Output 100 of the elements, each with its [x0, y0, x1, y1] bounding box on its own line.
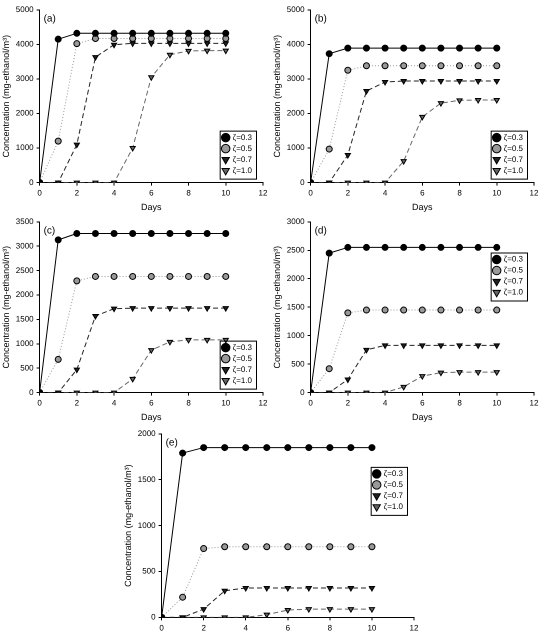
legend-label: ζ=1.0 [232, 376, 253, 385]
x-tick-label: 4 [382, 188, 388, 198]
point [204, 41, 210, 47]
y-tick-label: 1000 [16, 339, 34, 348]
annotation: (b) [314, 14, 327, 25]
y-tick-label: 0 [29, 178, 34, 187]
point [185, 48, 192, 54]
x-tick-label: 6 [149, 188, 154, 198]
y-axis-title: Concentration (mg-ethanol/m³) [0, 34, 11, 158]
point [437, 244, 444, 251]
point [222, 41, 229, 47]
point [222, 306, 229, 312]
y-tick-label: 500 [291, 359, 306, 368]
point [284, 608, 291, 614]
x-axis-title: Days [412, 412, 434, 422]
legend-label: ζ=1.0 [384, 502, 404, 512]
point [284, 586, 291, 592]
x-tick-label: 0 [37, 398, 42, 408]
point [242, 444, 250, 452]
legend-label: ζ=0.3 [504, 254, 524, 264]
point [222, 30, 230, 37]
point [263, 444, 270, 452]
point [130, 306, 136, 312]
point [400, 343, 407, 349]
x-axis-title: Days [412, 202, 434, 212]
point [73, 230, 80, 238]
point [166, 340, 174, 346]
point [166, 306, 174, 312]
point [185, 306, 192, 312]
point [148, 75, 154, 81]
x-tick-label: 8 [457, 188, 462, 198]
point [148, 348, 154, 354]
y-tick-label: 0 [300, 178, 306, 187]
point [179, 450, 186, 457]
point [264, 586, 270, 592]
point [306, 607, 312, 613]
y-tick-label: 500 [20, 363, 34, 372]
legend-label: ζ=0.3 [232, 132, 253, 142]
point [456, 62, 464, 70]
y-tick-label: 2000 [286, 108, 306, 118]
x-tick-label: 10 [492, 188, 502, 198]
point [438, 343, 444, 349]
point [110, 42, 118, 48]
point [344, 244, 352, 251]
point [110, 306, 118, 312]
x-tick-label: 0 [308, 188, 314, 198]
y-tick-label: 2500 [16, 266, 34, 275]
point [368, 607, 376, 613]
legend-label: ζ=0.7 [232, 364, 253, 374]
legend-label: ζ=0.5 [232, 354, 253, 363]
x-tick-label: 0 [308, 398, 314, 408]
y-axis-title: Concentration (mg-ethanol/m³) [0, 246, 11, 368]
y-tick-label: 4000 [286, 40, 306, 49]
point [438, 101, 444, 107]
annotation: (a) [44, 14, 56, 25]
point [204, 306, 210, 312]
point [494, 343, 500, 349]
point [418, 244, 426, 251]
point [73, 277, 80, 284]
point [166, 41, 174, 47]
point [54, 356, 62, 363]
point [456, 343, 463, 349]
point [348, 586, 354, 592]
point [347, 543, 354, 550]
point [475, 343, 482, 349]
point [263, 543, 270, 550]
point [204, 272, 211, 280]
point [493, 244, 500, 251]
y-tick-label: 3500 [16, 217, 34, 226]
point [110, 272, 118, 280]
y-tick-label: 1500 [16, 314, 34, 324]
point [200, 607, 207, 613]
x-tick-label: 12 [258, 398, 268, 408]
y-tick-label: 5000 [16, 5, 34, 14]
point [363, 89, 370, 95]
point [54, 236, 62, 244]
y-axis-title: Concentration (mg-ethanol/m³) [272, 34, 282, 158]
point [204, 48, 210, 54]
point [166, 30, 174, 37]
point [382, 244, 389, 251]
point [166, 272, 174, 280]
y-tick-label: 2000 [16, 108, 34, 118]
y-tick-label: 1000 [138, 520, 156, 530]
y-tick-label: 3000 [16, 74, 34, 84]
point [110, 30, 118, 37]
point [344, 66, 352, 74]
point [73, 40, 80, 48]
point [368, 543, 376, 550]
point [437, 306, 444, 314]
y-tick-label: 2000 [286, 274, 306, 283]
point [368, 586, 376, 592]
legend-label: ζ=0.7 [504, 154, 524, 164]
point [222, 230, 230, 238]
point [92, 30, 99, 37]
x-tick-label: 2 [346, 398, 351, 408]
point [419, 374, 426, 380]
point [382, 306, 389, 314]
x-tick-label: 10 [492, 398, 502, 408]
annotation: (d) [314, 226, 327, 237]
point [400, 78, 407, 84]
